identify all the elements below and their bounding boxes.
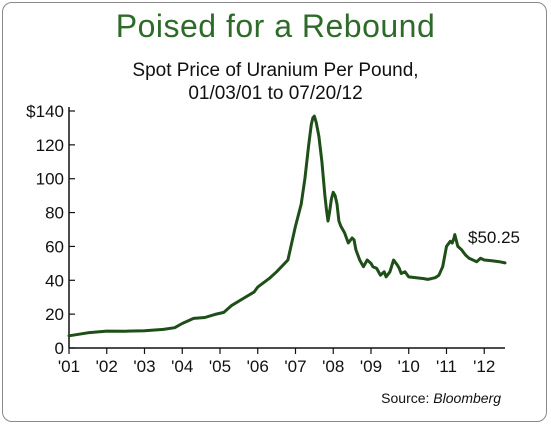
source-note: Source: Bloomberg (381, 390, 501, 406)
x-tick-label: '05 (209, 357, 231, 376)
x-ticks: '01 '02 '03 '04 '05 '06 '07 '08 '09 '10 '11 '12 (58, 348, 495, 376)
y-tick-label: $140 (26, 102, 64, 121)
x-tick-label: '12 (473, 357, 495, 376)
x-tick-label: '07 (284, 357, 306, 376)
y-tick-label: 60 (45, 237, 64, 256)
chart-axes (68, 107, 505, 349)
x-tick-label: '02 (96, 357, 118, 376)
x-tick-label: '10 (398, 357, 420, 376)
source-name: Bloomberg (433, 390, 501, 406)
chart-subtitle-line2: 01/03/01 to 07/20/12 (188, 83, 363, 104)
x-tick-label: '11 (436, 357, 457, 376)
source-prefix: Source: (381, 390, 434, 406)
uranium-price-line (67, 114, 507, 338)
x-tick-label: '04 (171, 357, 193, 376)
end-value-label: $50.25 (468, 228, 520, 247)
chart-title: Poised for a Rebound (115, 8, 436, 44)
y-tick-label: 40 (45, 271, 64, 290)
y-tick-label: 20 (45, 305, 64, 324)
chart-frame (2, 2, 547, 422)
y-tick-label: 100 (36, 170, 64, 189)
y-tick-label: 80 (45, 204, 64, 223)
x-tick-label: '06 (247, 357, 269, 376)
y-ticks: 0 20 40 60 80 100 120 $140 (26, 102, 75, 358)
y-tick-label: 0 (55, 339, 64, 358)
x-tick-label: '09 (360, 357, 382, 376)
chart-subtitle-line1: Spot Price of Uranium Per Pound, (132, 60, 419, 81)
x-tick-label: '01 (58, 357, 80, 376)
x-tick-label: '03 (133, 357, 155, 376)
x-tick-label: '08 (322, 357, 344, 376)
y-tick-label: 120 (36, 136, 64, 155)
